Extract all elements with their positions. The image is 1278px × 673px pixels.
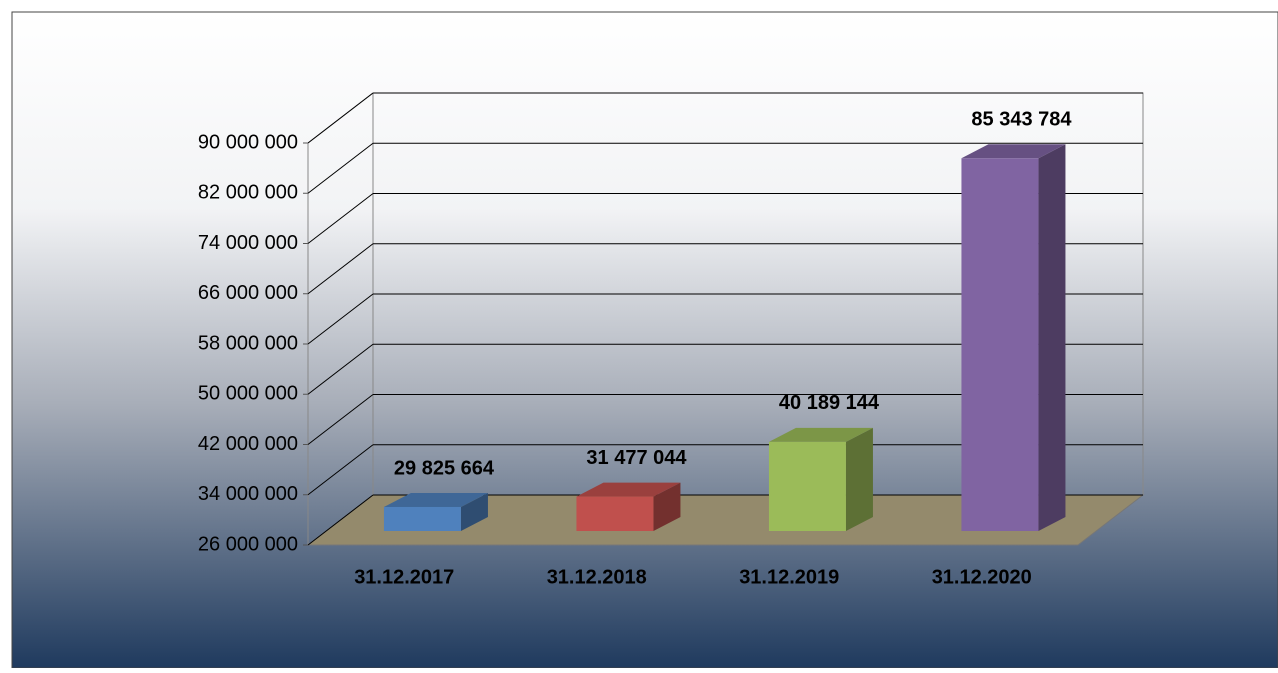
- grid-line: [307, 92, 374, 144]
- y-tick-label: 34 000 000: [198, 483, 298, 505]
- bar: [383, 506, 461, 531]
- grid-line: [307, 193, 374, 244]
- bar-top: [576, 482, 681, 497]
- bar-top: [961, 144, 1066, 159]
- grid-line: [307, 243, 374, 295]
- bar: [768, 441, 846, 531]
- value-label: 85 343 784: [971, 109, 1072, 131]
- y-tick-label: 90 000 000: [198, 131, 298, 153]
- y-tick-label: 50 000 000: [198, 383, 298, 405]
- bar-side: [1038, 144, 1066, 531]
- value-label: 29 825 664: [394, 457, 495, 479]
- grid-line: [307, 494, 374, 546]
- grid-line: [307, 293, 374, 345]
- y-tick-label: 42 000 000: [198, 433, 298, 455]
- y-tick-label: 82 000 000: [198, 182, 298, 204]
- x-tick-label: 31.12.2020: [932, 566, 1032, 588]
- grid-line: [307, 142, 374, 194]
- grid-line: [307, 444, 374, 496]
- x-tick-label: 31.12.2017: [354, 566, 454, 588]
- bar-top: [383, 492, 488, 507]
- y-tick-label: 58 000 000: [198, 332, 298, 354]
- grid-line: [307, 343, 374, 395]
- grid-line: [307, 394, 374, 445]
- bar: [576, 496, 654, 531]
- bar-side: [845, 427, 873, 531]
- chart-background: [11, 11, 1278, 669]
- bar-side: [653, 482, 681, 531]
- bar-top: [768, 427, 873, 442]
- y-tick-label: 66 000 000: [198, 282, 298, 304]
- bar-side: [460, 492, 488, 531]
- y-tick-label: 26 000 000: [198, 533, 298, 555]
- value-label: 40 189 144: [779, 392, 880, 414]
- y-tick-label: 74 000 000: [198, 232, 298, 254]
- x-tick-label: 31.12.2019: [739, 566, 839, 588]
- x-tick-label: 31.12.2018: [547, 566, 647, 588]
- bar: [961, 158, 1039, 531]
- value-label: 31 477 044: [586, 447, 687, 469]
